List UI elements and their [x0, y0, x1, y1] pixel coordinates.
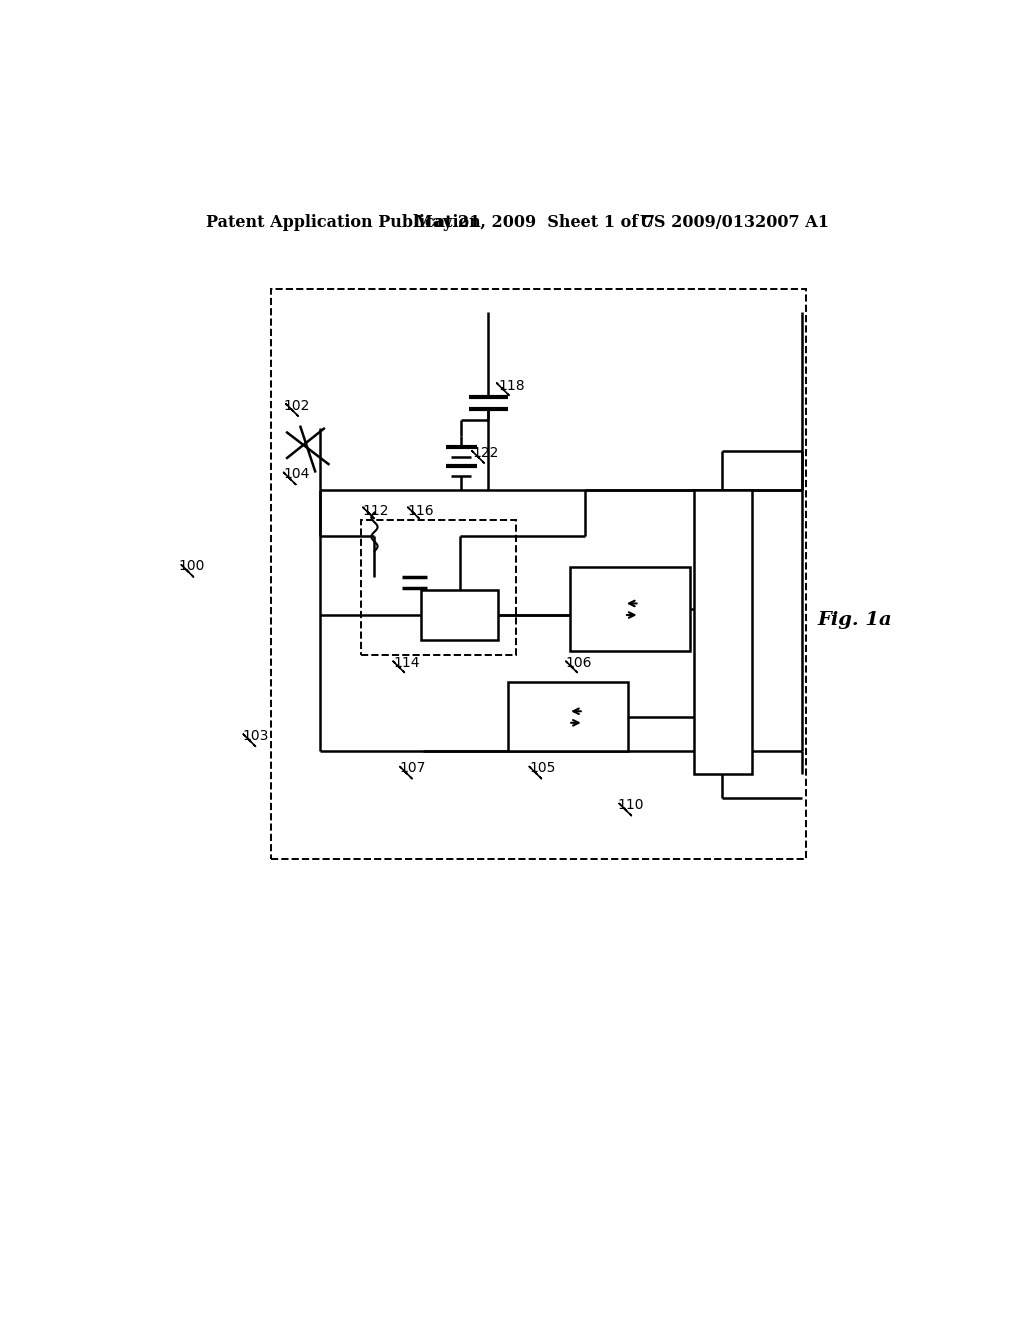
Text: US 2009/0132007 A1: US 2009/0132007 A1 [640, 214, 828, 231]
Text: 105: 105 [529, 762, 556, 775]
Bar [360, 520, 515, 655]
Bar [271, 289, 806, 859]
Text: 103: 103 [243, 729, 269, 743]
Bar [508, 682, 628, 751]
Text: Patent Application Publication: Patent Application Publication [206, 214, 480, 231]
Text: 118: 118 [499, 379, 525, 392]
Text: 104: 104 [283, 467, 309, 480]
Text: 114: 114 [393, 656, 420, 669]
Text: May 21, 2009  Sheet 1 of 7: May 21, 2009 Sheet 1 of 7 [415, 214, 654, 231]
Text: 100: 100 [178, 560, 205, 573]
Text: 102: 102 [283, 400, 309, 413]
Text: 110: 110 [617, 799, 644, 812]
Bar [693, 490, 752, 775]
Text: 106: 106 [566, 656, 592, 669]
Bar [421, 590, 499, 640]
Text: 112: 112 [362, 504, 388, 517]
Bar [569, 566, 690, 651]
Text: 122: 122 [473, 446, 500, 461]
Text: Fig. 1a: Fig. 1a [818, 611, 892, 630]
Text: 107: 107 [399, 762, 426, 775]
Text: 116: 116 [407, 504, 433, 517]
